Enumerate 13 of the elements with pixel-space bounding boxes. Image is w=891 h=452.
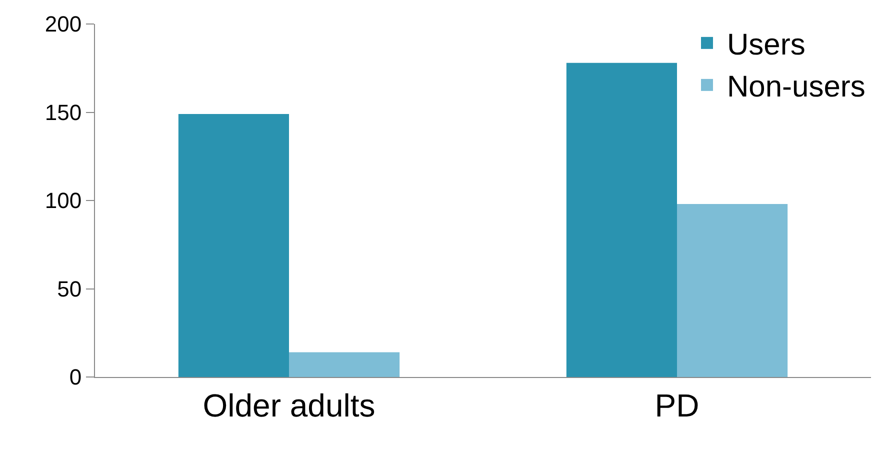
bar [566,62,677,377]
y-tick-label: 150 [44,100,82,125]
legend-label: Users [727,28,806,62]
y-tick-label: 0 [69,364,82,390]
legend-label: Non-users [727,70,866,104]
bar [289,352,400,377]
x-tick-label: Older adults [202,387,376,424]
bar [677,204,788,377]
x-tick-label: PD [654,387,700,424]
y-tick-label: 200 [44,12,82,37]
y-tick-label: 50 [57,276,82,302]
y-tick-label: 100 [44,188,82,214]
bar [178,114,289,377]
